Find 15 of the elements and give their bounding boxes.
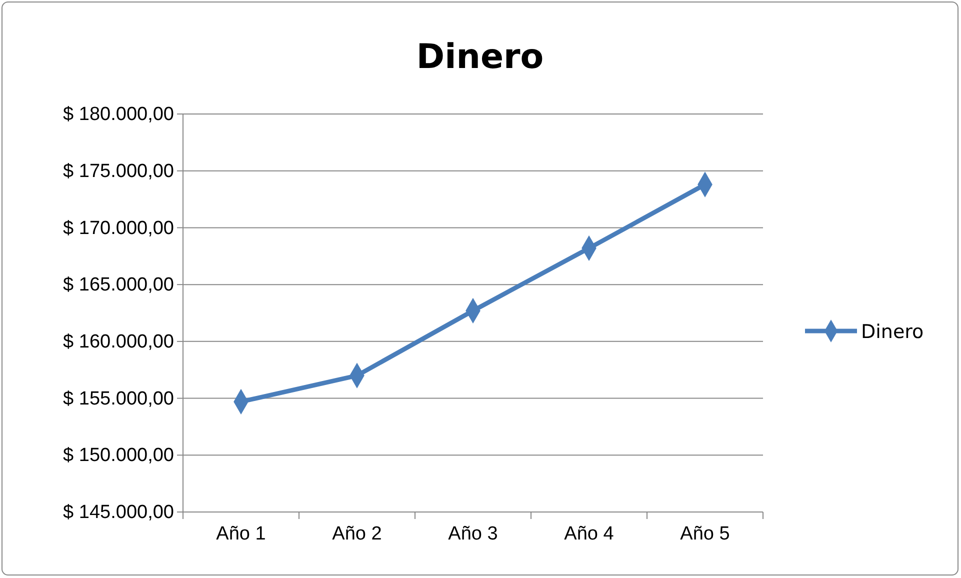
chart-title: Dinero bbox=[416, 37, 544, 77]
y-tick-label: $ 155.000,00 bbox=[63, 388, 174, 410]
y-tick-label: $ 170.000,00 bbox=[63, 218, 174, 239]
x-tick-label: Año 4 bbox=[564, 524, 614, 545]
y-tick-label: $ 145.000,00 bbox=[63, 502, 174, 524]
y-tick-label: $ 175.000,00 bbox=[63, 160, 174, 182]
x-tick-label: Año 2 bbox=[332, 524, 382, 545]
x-tick-label: Año 3 bbox=[448, 524, 498, 545]
y-tick-label: $ 150.000,00 bbox=[63, 445, 174, 466]
x-tick-label: Año 1 bbox=[216, 524, 266, 545]
y-tick-label: $ 160.000,00 bbox=[63, 332, 174, 353]
y-tick-label: $ 180.000,00 bbox=[63, 104, 174, 126]
x-tick-label: Año 5 bbox=[680, 524, 730, 545]
y-tick-label: $ 165.000,00 bbox=[63, 274, 174, 296]
legend-label: Dinero bbox=[861, 321, 924, 343]
